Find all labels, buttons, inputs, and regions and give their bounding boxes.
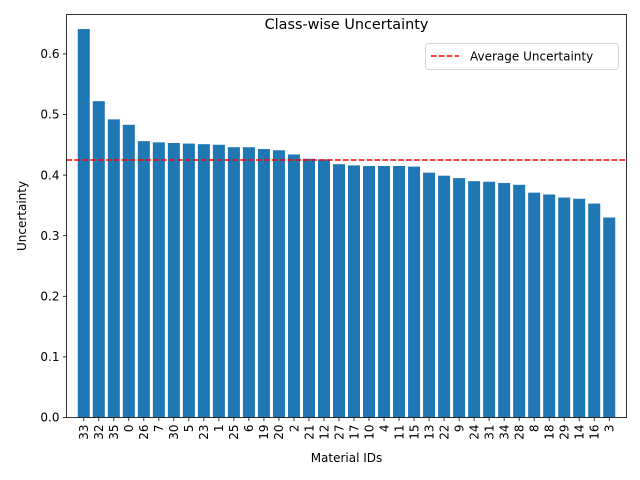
x-tick-label: 30 bbox=[167, 425, 181, 440]
bar-15 bbox=[408, 166, 421, 418]
bar-11 bbox=[393, 166, 406, 418]
y-tick-label: 0.2 bbox=[40, 289, 59, 303]
bar-32 bbox=[92, 101, 105, 418]
y-axis-label: Uncertainty bbox=[15, 181, 29, 251]
x-tick-label: 7 bbox=[152, 425, 166, 433]
x-tick-label: 13 bbox=[422, 425, 436, 440]
x-tick-label: 25 bbox=[227, 425, 241, 440]
x-tick-label: 14 bbox=[573, 425, 587, 440]
x-tick-label: 21 bbox=[302, 425, 316, 440]
bar-8 bbox=[528, 192, 541, 418]
x-tick-label: 15 bbox=[407, 425, 421, 440]
x-tick-label: 27 bbox=[332, 425, 346, 440]
x-tick-label: 2 bbox=[287, 425, 301, 433]
y-tick-label: 0.1 bbox=[40, 350, 59, 364]
x-tick-label: 31 bbox=[482, 425, 496, 440]
x-tick-label: 20 bbox=[272, 425, 286, 440]
x-tick-label: 22 bbox=[437, 425, 451, 440]
x-tick-label: 19 bbox=[257, 425, 271, 440]
bar-23 bbox=[197, 144, 210, 418]
legend: Average Uncertainty bbox=[425, 43, 619, 70]
bar-17 bbox=[348, 165, 361, 418]
x-tick-label: 1 bbox=[212, 425, 226, 433]
bar-24 bbox=[468, 181, 481, 418]
x-tick-label: 3 bbox=[603, 425, 617, 433]
bar-26 bbox=[137, 141, 150, 418]
y-tick-label: 0.3 bbox=[40, 229, 59, 243]
x-tick-label: 32 bbox=[92, 425, 106, 440]
x-tick-label: 8 bbox=[527, 425, 541, 433]
x-tick-label: 5 bbox=[182, 425, 196, 433]
y-ticks-group: 0.0 0.1 0.2 0.3 0.4 0.5 0.6 bbox=[40, 47, 67, 425]
bar-16 bbox=[588, 203, 601, 418]
bar-31 bbox=[483, 181, 496, 418]
bar-1 bbox=[212, 144, 225, 418]
x-tick-label: 24 bbox=[467, 425, 481, 440]
x-tick-label: 6 bbox=[242, 425, 256, 433]
x-ticks-group: 33 32 35 0 26 7 30 5 23 1 25 6 19 20 2 21 12 27 17 10 4 11 15 1… bbox=[77, 417, 617, 440]
x-tick-label: 10 bbox=[362, 425, 376, 440]
legend-box bbox=[425, 43, 619, 70]
bar-28 bbox=[513, 184, 526, 418]
bar-0 bbox=[122, 124, 135, 418]
bar-5 bbox=[182, 143, 195, 418]
x-tick-label: 18 bbox=[542, 425, 556, 440]
x-tick-label: 4 bbox=[377, 425, 391, 433]
bar-18 bbox=[543, 194, 556, 418]
bar-10 bbox=[363, 166, 376, 418]
x-tick-label: 33 bbox=[77, 425, 91, 440]
bar-6 bbox=[242, 147, 255, 418]
bar-34 bbox=[498, 182, 511, 418]
bar-27 bbox=[332, 164, 345, 418]
bar-2 bbox=[287, 154, 300, 418]
legend-label: Average Uncertainty bbox=[470, 50, 593, 64]
bars-group bbox=[77, 29, 616, 418]
y-tick-label: 0.5 bbox=[40, 108, 59, 122]
chart-title: Class-wise Uncertainty bbox=[265, 17, 429, 33]
bar-14 bbox=[573, 198, 586, 418]
y-tick-label: 0.0 bbox=[40, 411, 59, 425]
x-tick-label: 16 bbox=[588, 425, 602, 440]
bar-12 bbox=[317, 159, 330, 418]
bar-33 bbox=[77, 29, 90, 418]
x-tick-label: 35 bbox=[107, 425, 121, 440]
bar-29 bbox=[558, 197, 571, 418]
y-tick-label: 0.4 bbox=[40, 168, 59, 182]
bar-35 bbox=[107, 119, 120, 418]
x-tick-label: 29 bbox=[557, 425, 571, 440]
bar-21 bbox=[302, 158, 315, 418]
x-axis-label: Material IDs bbox=[311, 451, 383, 465]
bar-9 bbox=[453, 178, 466, 418]
bar-19 bbox=[257, 149, 270, 418]
x-tick-label: 17 bbox=[347, 425, 361, 440]
x-tick-label: 9 bbox=[452, 425, 466, 433]
x-tick-label: 0 bbox=[122, 425, 136, 433]
bar-30 bbox=[167, 142, 180, 418]
bar-4 bbox=[378, 166, 391, 418]
y-tick-label: 0.6 bbox=[40, 47, 59, 61]
x-tick-label: 11 bbox=[392, 425, 406, 440]
plot-frame bbox=[66, 14, 627, 418]
x-tick-label: 12 bbox=[317, 425, 331, 440]
bar-22 bbox=[438, 175, 451, 418]
bar-7 bbox=[152, 142, 165, 418]
x-tick-label: 23 bbox=[197, 425, 211, 440]
bar-25 bbox=[227, 147, 240, 418]
x-tick-label: 34 bbox=[497, 425, 511, 440]
bar-13 bbox=[423, 172, 436, 418]
x-tick-label: 26 bbox=[137, 425, 151, 440]
bar-20 bbox=[272, 150, 285, 418]
bar-3 bbox=[603, 217, 616, 418]
x-tick-label: 28 bbox=[512, 425, 526, 440]
